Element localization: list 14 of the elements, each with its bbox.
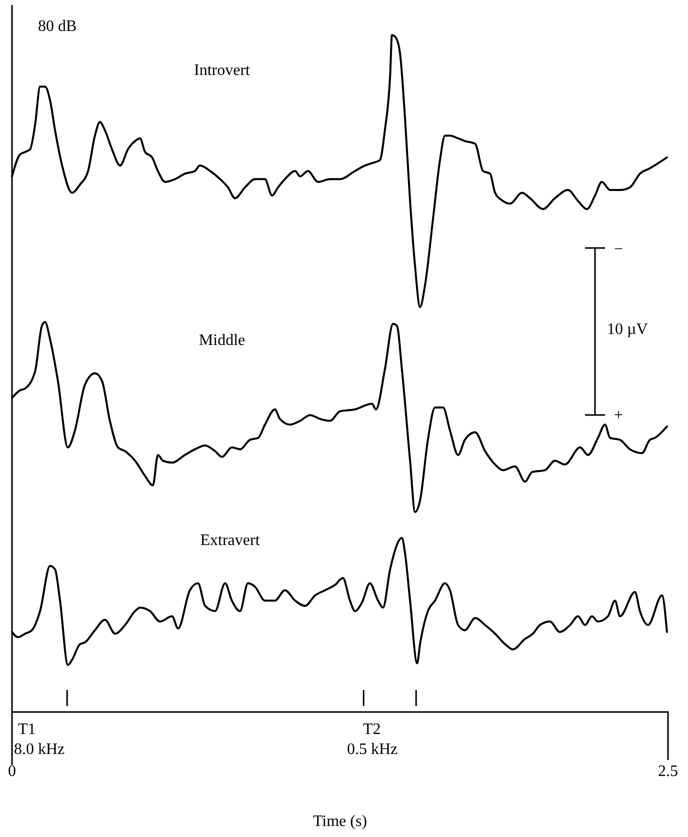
text: T2 bbox=[363, 721, 381, 738]
annotation: 80 dB bbox=[38, 18, 77, 35]
text: 0.5 kHz bbox=[347, 741, 398, 758]
text: T1 bbox=[18, 721, 36, 738]
x-tick-label: 0 bbox=[8, 763, 16, 780]
text: Introvert bbox=[194, 62, 251, 79]
annotation: 10 µV bbox=[607, 321, 648, 338]
x-axis-title: Time (s) bbox=[312, 813, 368, 830]
x-tick-label: 2.5 bbox=[658, 763, 678, 780]
text: Middle bbox=[198, 332, 246, 349]
annotation: + bbox=[614, 407, 624, 424]
text: 8.0 kHz bbox=[14, 741, 65, 758]
annotation: − bbox=[614, 241, 624, 258]
text: Extravert bbox=[200, 532, 260, 549]
